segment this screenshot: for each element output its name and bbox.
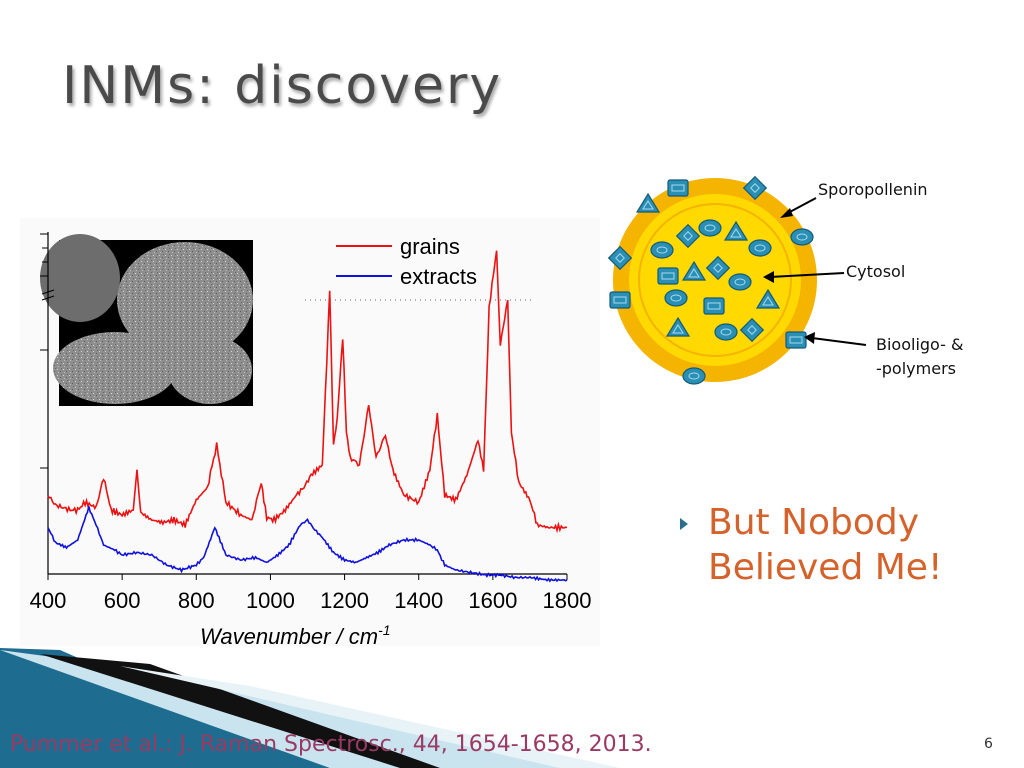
biomolecule-particles [607, 175, 814, 385]
x-tick-label: 1200 [320, 588, 369, 613]
spectrum-svg: 400 600 800 1000 1200 1400 1600 1800 grains ext… [30, 232, 592, 646]
particle-ov [650, 241, 674, 259]
particle-dia [742, 175, 768, 201]
particle-sq [667, 179, 689, 197]
bullet-arrow-icon [680, 518, 688, 530]
arrow-sporopollenin [780, 197, 817, 218]
label-biooligo-line1: Biooligo- & [876, 335, 963, 354]
series-line-extracts [47, 506, 568, 583]
particle-ov [790, 228, 814, 246]
arrow-biooligo [804, 332, 867, 346]
x-tick-label: 400 [30, 588, 67, 613]
particle-tri [755, 288, 781, 309]
x-tick-label: 600 [104, 588, 141, 613]
bullet-point: But Nobody Believed Me! [680, 500, 1000, 590]
particle-dia [675, 223, 701, 249]
label-cytosol: Cytosol [846, 262, 905, 281]
x-tick-label: 1000 [246, 588, 295, 613]
particle-sq [609, 291, 631, 309]
particle-tri [665, 316, 691, 337]
x-tick-group: 400 600 800 1000 1200 1400 1600 1800 [30, 574, 592, 613]
particle-ov [728, 273, 752, 291]
particle-sq [703, 297, 725, 315]
label-sporopollenin: Sporopollenin [818, 180, 928, 199]
x-tick-label: 800 [178, 588, 215, 613]
particle-dia [739, 317, 765, 343]
particle-ov [698, 219, 722, 237]
particle-ov [664, 289, 688, 307]
raman-spectrum-chart: 400 600 800 1000 1200 1400 1600 1800 grains ext… [20, 218, 600, 646]
inner-shell [629, 194, 801, 366]
particle-dia [607, 245, 633, 271]
slide-title: INMs: discovery [62, 56, 503, 116]
bottom-decoration [0, 648, 620, 768]
particle-sq [657, 267, 679, 285]
pollen-grain-diagram: Sporopollenin Cytosol Biooligo- & -polym… [600, 170, 1010, 400]
particle-ov [682, 367, 706, 385]
x-tick-label: 1800 [543, 588, 592, 613]
legend-label-extracts: extracts [400, 264, 477, 289]
particle-dia [705, 255, 731, 281]
y-axis-ticks [40, 233, 55, 469]
particle-tri [635, 192, 661, 213]
chart-legend: grains extracts [336, 234, 477, 289]
x-tick-label: 1400 [394, 588, 443, 613]
pollen-diagram-svg: Sporopollenin Cytosol Biooligo- & -polym… [607, 175, 963, 385]
x-axis-label: Wavenumber / cm-1 [200, 622, 391, 646]
label-biooligo-line2: -polymers [876, 359, 956, 378]
pollen-micrograph [40, 234, 253, 406]
x-tick-label: 1600 [468, 588, 517, 613]
series-line-grains [47, 250, 568, 534]
page-number: 6 [984, 736, 993, 752]
series-group [47, 250, 568, 583]
particle-tri [723, 220, 749, 241]
particle-ov [714, 323, 738, 341]
particle-tri [681, 260, 707, 281]
bullet-text: But Nobody Believed Me! [708, 502, 943, 588]
citation: Pummer et al.: J. Raman Spectrosc., 44, … [10, 732, 652, 757]
inner-ring [638, 203, 792, 357]
particle-sq [785, 331, 807, 349]
legend-label-grains: grains [400, 234, 460, 259]
arrow-cytosol [763, 271, 845, 283]
particle-ov [748, 239, 772, 257]
